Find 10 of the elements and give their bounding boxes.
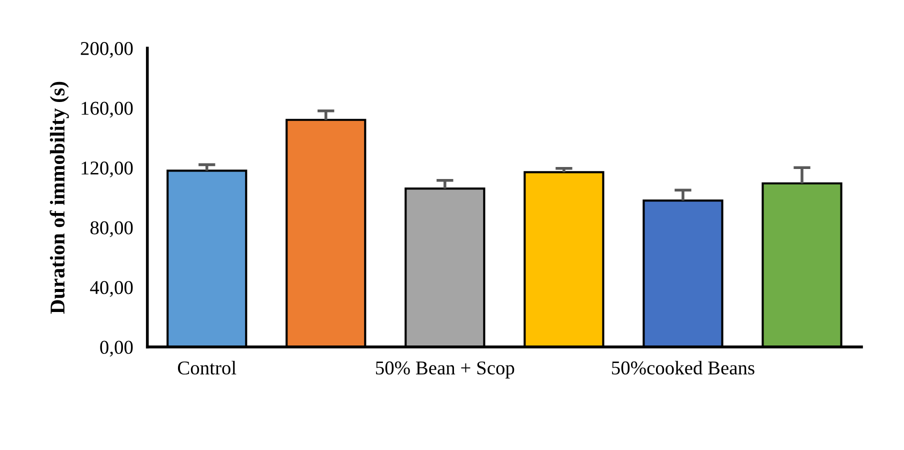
y-tick-label: 160,00 <box>82 102 133 118</box>
y-tick-label: 200,00 <box>80 42 133 58</box>
x-tick-label: 50% Bean + Scop <box>376 361 514 378</box>
y-tick-label: 80,00 <box>90 221 133 238</box>
y-tick-label: 0,00 <box>100 340 133 357</box>
y-tick-label: 120,00 <box>82 161 133 178</box>
y-axis-title: Duration of immobility (s) <box>50 82 69 314</box>
y-tick-label: 40,00 <box>90 281 133 297</box>
x-tick-label: 50%cooked Beans <box>612 360 754 375</box>
x-tick-label: Control <box>178 360 236 375</box>
